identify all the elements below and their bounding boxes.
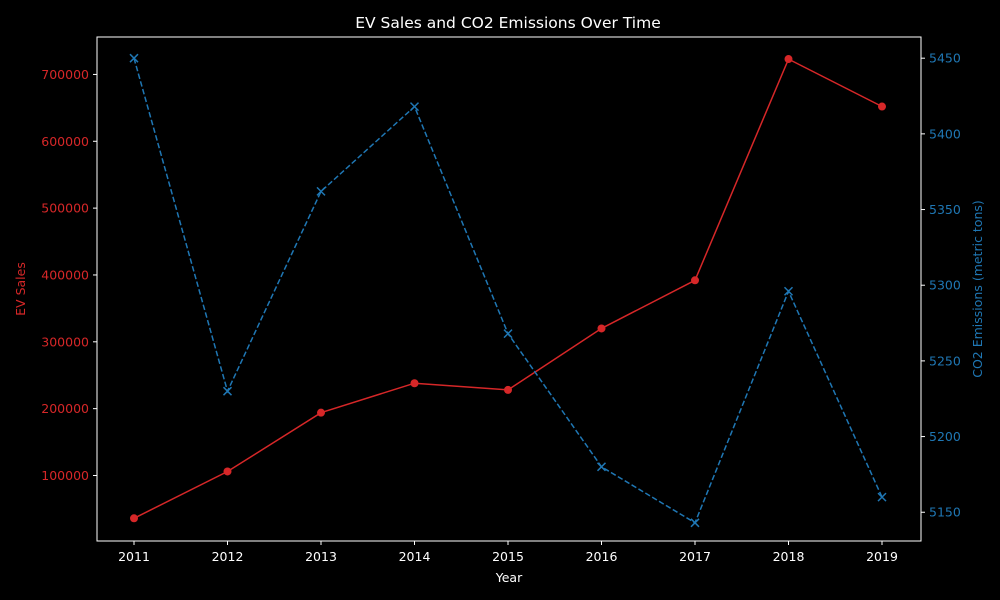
ev-sales-point <box>223 467 232 476</box>
plot-frame <box>96 36 922 542</box>
co2-emissions-point <box>690 518 700 528</box>
right-tick-label: 5250 <box>929 353 961 368</box>
left-tick-label: 200000 <box>41 401 89 416</box>
x-tick-label: 2018 <box>773 549 805 564</box>
right-axis-ticks: 5150 5200 5250 5300 5350 5400 5450 <box>921 51 961 520</box>
right-tick-label: 5200 <box>929 429 961 444</box>
left-tick-label: 300000 <box>41 334 89 349</box>
left-tick-label: 600000 <box>41 134 89 149</box>
right-tick-label: 5350 <box>929 202 961 217</box>
x-tick-label: 2011 <box>118 549 150 564</box>
x-tick-label: 2017 <box>679 549 711 564</box>
x-axis-ticks: 2011 2012 2013 2014 2015 2016 2017 2018 2019 <box>118 541 898 564</box>
co2-emissions-point <box>316 186 326 196</box>
left-axis-label: EV Sales <box>13 262 28 316</box>
series-layer <box>129 53 887 528</box>
co2-emissions-point <box>877 492 887 502</box>
right-axis-label: CO2 Emissions (metric tons) <box>970 200 985 378</box>
x-tick-label: 2019 <box>866 549 898 564</box>
x-tick-label: 2013 <box>305 549 337 564</box>
right-tick-label: 5450 <box>929 51 961 66</box>
ev-sales-point <box>597 324 606 333</box>
co2-emissions-point <box>596 462 607 472</box>
left-tick-label: 700000 <box>41 67 89 82</box>
x-tick-label: 2014 <box>399 549 431 564</box>
ev-sales-point <box>504 385 512 394</box>
ev-sales-point <box>317 408 325 417</box>
left-tick-label: 100000 <box>41 468 89 483</box>
left-tick-label: 500000 <box>41 201 89 216</box>
right-tick-label: 5150 <box>929 505 961 520</box>
ev-sales-point <box>784 55 793 64</box>
ev-sales-point <box>410 379 419 388</box>
co2-emissions-point <box>409 102 420 112</box>
co2-emissions-point <box>783 286 794 296</box>
ev-sales-point <box>130 514 138 523</box>
left-axis-ticks: 100000 200000 300000 400000 500000 600000 7000… <box>41 67 97 483</box>
ev-sales-point <box>691 276 699 285</box>
co2-emissions-point <box>503 329 513 339</box>
series-co2-emissions <box>129 53 887 528</box>
right-tick-label: 5300 <box>929 278 961 293</box>
chart-title: EV Sales and CO2 Emissions Over Time <box>355 14 661 32</box>
left-tick-label: 400000 <box>41 267 89 282</box>
ev-sales-point <box>878 102 886 111</box>
co2-emissions-point <box>222 386 233 396</box>
series-ev-sales <box>130 55 886 523</box>
x-axis-label: Year <box>495 570 523 585</box>
right-tick-label: 5400 <box>929 126 961 141</box>
co2-emissions-point <box>129 53 139 63</box>
x-tick-label: 2012 <box>212 549 244 564</box>
x-tick-label: 2015 <box>492 549 524 564</box>
x-tick-label: 2016 <box>586 549 618 564</box>
